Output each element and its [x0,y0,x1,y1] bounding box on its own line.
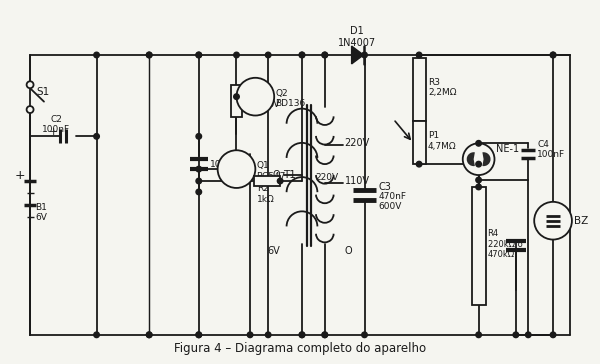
Text: Q2
BD136: Q2 BD136 [275,89,305,108]
Text: 110V: 110V [344,176,370,186]
Circle shape [322,332,328,337]
Text: +: + [15,169,25,182]
Text: 100nF: 100nF [209,160,238,169]
Bar [230,85,242,116]
Circle shape [476,177,481,183]
Circle shape [196,52,202,58]
Polygon shape [352,46,364,64]
Circle shape [526,332,531,337]
Circle shape [550,52,556,58]
Bar [413,122,425,164]
Circle shape [534,202,572,240]
Circle shape [476,184,481,190]
Circle shape [362,332,367,337]
Text: R4
220kΩ o
470kΩ: R4 220kΩ o 470kΩ [488,229,523,259]
Text: C4
100nF: C4 100nF [537,139,565,159]
Circle shape [416,161,422,167]
Text: T1: T1 [283,170,296,180]
Text: Figura 4 – Diagrama completo do aparelho: Figura 4 – Diagrama completo do aparelho [174,342,426,355]
Text: +: + [49,127,58,137]
Wedge shape [482,152,491,166]
Circle shape [196,166,202,172]
Circle shape [550,52,556,58]
Circle shape [265,52,271,58]
Circle shape [236,78,274,115]
Circle shape [463,143,494,175]
Circle shape [26,81,34,88]
Circle shape [299,332,305,337]
Text: C2
100nF: C2 100nF [43,115,70,134]
Bar [413,58,425,122]
Text: S1: S1 [36,87,49,97]
Circle shape [322,52,328,58]
Circle shape [94,332,100,337]
Text: O: O [344,246,352,257]
Text: Q1
BC547: Q1 BC547 [256,161,286,181]
Bar [472,187,485,305]
Text: R3
2,2MΩ: R3 2,2MΩ [428,78,457,98]
Circle shape [513,332,518,337]
Circle shape [247,332,253,337]
Circle shape [94,134,100,139]
Circle shape [26,106,34,113]
Circle shape [362,52,367,58]
Circle shape [550,332,556,337]
Circle shape [234,94,239,99]
Circle shape [265,332,271,337]
Text: B1
6V: B1 6V [35,203,47,222]
Circle shape [146,52,152,58]
Circle shape [94,52,100,58]
Circle shape [146,332,152,337]
Circle shape [196,332,202,337]
Circle shape [196,332,202,337]
Text: D1
1N4007: D1 1N4007 [338,26,376,48]
Circle shape [146,332,152,337]
Wedge shape [467,152,475,166]
Circle shape [146,52,152,58]
Circle shape [234,52,239,58]
Text: O: O [272,170,280,180]
Bar [254,175,280,186]
Circle shape [299,52,305,58]
Circle shape [196,178,202,184]
Text: NE-1: NE-1 [496,144,520,154]
Text: 6V: 6V [268,246,280,257]
Text: 600V: 600V [379,202,402,211]
Circle shape [299,332,305,337]
Circle shape [476,141,481,146]
Text: 220V: 220V [316,173,339,182]
Circle shape [218,150,256,188]
Circle shape [196,52,202,58]
Circle shape [322,332,328,337]
Circle shape [196,189,202,195]
Circle shape [416,52,422,58]
Circle shape [196,134,202,139]
Circle shape [299,52,305,58]
Text: 6V: 6V [268,99,280,108]
Text: 470nF: 470nF [379,193,406,201]
Text: 220V: 220V [344,138,370,148]
Text: R2
1kΩ: R2 1kΩ [257,184,275,203]
Text: C3: C3 [379,182,391,192]
Circle shape [277,178,283,184]
Circle shape [476,161,481,167]
Text: P1
4,7MΩ: P1 4,7MΩ [428,131,457,151]
Circle shape [322,52,328,58]
Text: BZ: BZ [574,216,588,226]
Circle shape [476,332,481,337]
Text: R1
47kΩ: R1 47kΩ [244,89,268,108]
